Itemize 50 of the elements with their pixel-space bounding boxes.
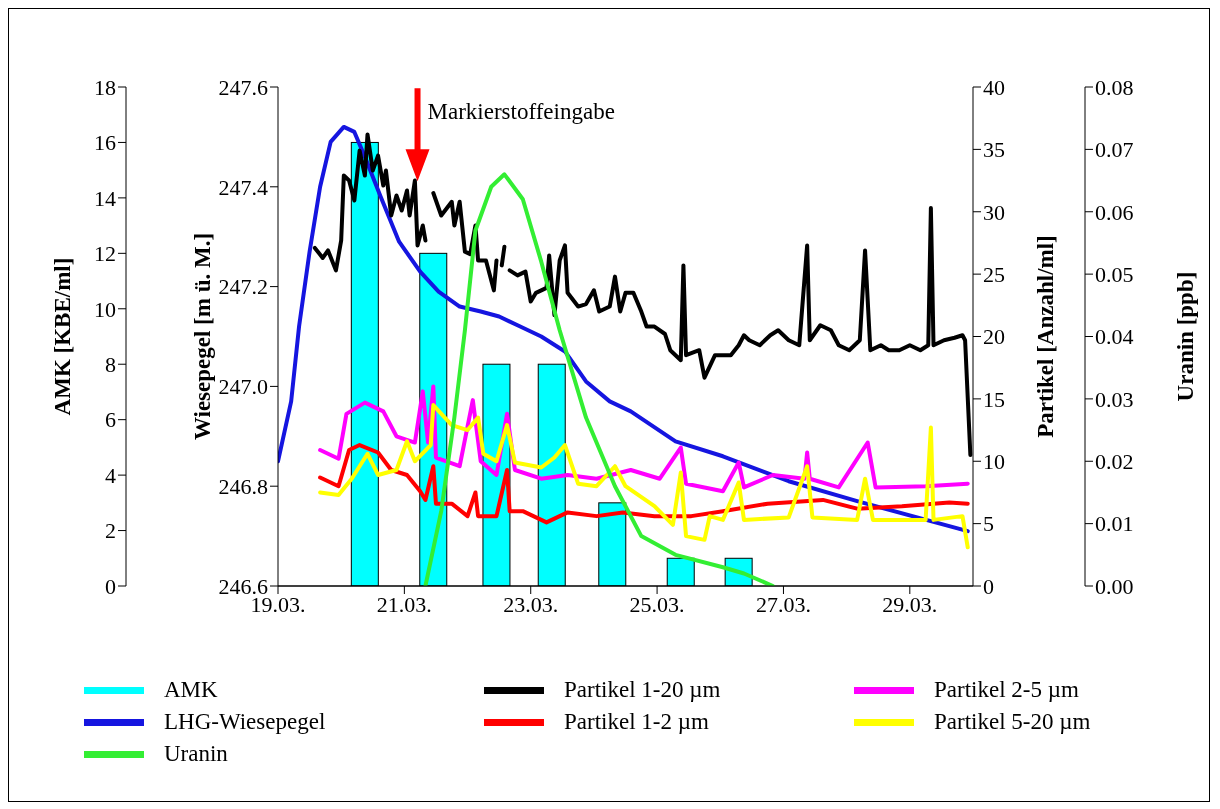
legend-label: Partikel 5-20 µm <box>934 709 1091 735</box>
legend-label: LHG-Wiesepegel <box>164 709 326 735</box>
y2-tick-label: 247.6 <box>218 74 268 100</box>
x-tick-label: 29.03. <box>882 591 938 617</box>
legend-label: Partikel 1-20 µm <box>564 677 721 703</box>
y-tick-label: 0 <box>105 573 116 599</box>
y3-tick-label: 40 <box>983 74 1005 100</box>
y-axis-title: Uranin [ppb] <box>1172 271 1198 402</box>
y-tick-label: 0.07 <box>1095 137 1134 163</box>
y-tick-label: 0.08 <box>1095 74 1134 100</box>
y-tick-label: 6 <box>105 407 116 433</box>
y2-tick-label: 246.8 <box>218 474 268 500</box>
legend-label: AMK <box>164 677 218 703</box>
y-tick-label: 0.03 <box>1095 386 1134 412</box>
y-tick-label: 18 <box>94 74 116 100</box>
y-tick-label: 2 <box>105 518 116 544</box>
y3-tick-label: 20 <box>983 324 1005 350</box>
y-tick-label: 0.02 <box>1095 449 1134 475</box>
annotation: Markierstoffeingabe <box>427 99 615 125</box>
y3-tick-label: 30 <box>983 199 1005 225</box>
y3-tick-label: 5 <box>983 511 994 537</box>
y-tick-label: 0.05 <box>1095 261 1134 287</box>
legend-label: Uranin <box>164 741 228 767</box>
legend-label: Partikel 2-5 µm <box>934 677 1079 703</box>
legend-label: Partikel 1-2 µm <box>564 709 709 735</box>
x-tick-label: 25.03. <box>629 591 685 617</box>
y-tick-label: 0.01 <box>1095 511 1134 537</box>
y-tick-label: 12 <box>94 241 116 267</box>
y-tick-label: 10 <box>94 296 116 322</box>
x-tick-label: 27.03. <box>755 591 811 617</box>
y-tick-label: 4 <box>105 462 116 488</box>
y3-tick-label: 25 <box>983 261 1005 287</box>
y3-tick-label: 0 <box>983 573 994 599</box>
y2-axis-title: Wiesepegel [m ü. M.] <box>189 232 215 441</box>
y3-tick-label: 35 <box>983 137 1005 163</box>
y-tick-label: 14 <box>94 185 116 211</box>
y-tick-label: 0.04 <box>1095 324 1134 350</box>
y-tick-label: 16 <box>94 130 116 156</box>
y-axis-title: AMK [KBE/ml] <box>49 257 75 416</box>
y-tick-label: 0.06 <box>1095 199 1134 225</box>
y3-tick-label: 15 <box>983 386 1005 412</box>
y2-tick-label: 247.4 <box>218 174 268 200</box>
y-tick-label: 8 <box>105 352 116 378</box>
y3-tick-label: 10 <box>983 449 1005 475</box>
y2-tick-label: 247.0 <box>218 374 268 400</box>
y3-axis-title: Partikel [Anzahl/ml] <box>1032 235 1058 438</box>
y-tick-label: 0.00 <box>1095 573 1134 599</box>
y2-tick-label: 247.2 <box>218 274 268 300</box>
x-tick-label: 21.03. <box>376 591 432 617</box>
x-tick-label: 23.03. <box>503 591 559 617</box>
